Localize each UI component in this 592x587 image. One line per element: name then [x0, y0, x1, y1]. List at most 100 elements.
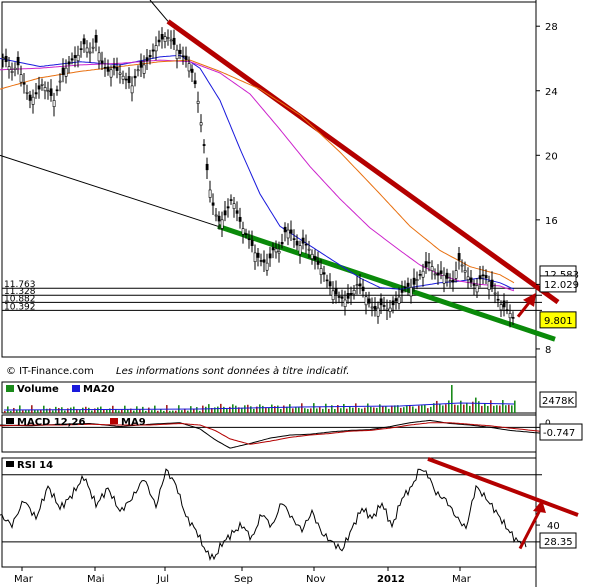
volume-bar	[292, 408, 294, 413]
volume-bar	[64, 410, 66, 413]
candle-body	[211, 202, 215, 206]
volume-bar	[187, 410, 189, 413]
candle-body	[361, 286, 365, 292]
rsi-frame	[1, 457, 537, 568]
candle-body	[19, 74, 23, 83]
candle-body	[232, 203, 236, 209]
candle-body	[490, 279, 494, 288]
value-badge-text: 9.801	[544, 316, 573, 327]
volume-bar	[376, 407, 378, 413]
candle-body	[346, 293, 350, 299]
volume-bar	[409, 404, 411, 413]
candle-body	[220, 219, 224, 229]
rsi-line	[0, 468, 527, 561]
legend-swatch-ma9	[110, 418, 118, 424]
ma-line-ma50	[0, 59, 515, 292]
candle-body	[388, 307, 392, 313]
volume-bar	[481, 405, 483, 413]
volume-bar	[31, 405, 33, 413]
rsi-y-tick-label: 40	[547, 521, 560, 532]
volume-bar	[238, 407, 240, 413]
volume-bar	[415, 408, 417, 413]
rsi-badge	[539, 532, 577, 549]
candle-body	[457, 253, 461, 261]
macd-panel: MACD 12,26 MA9 -0.747	[0, 414, 583, 453]
volume-bar	[142, 406, 144, 413]
macd-frame	[1, 414, 537, 453]
disclaimer-text: Les informations sont données à titre in…	[116, 365, 349, 377]
candle-body	[262, 259, 266, 263]
candle-body	[142, 64, 146, 74]
volume-badge-text: 2478K	[542, 396, 574, 407]
candle-body	[286, 229, 290, 239]
volume-bar	[466, 402, 468, 413]
candle-body	[352, 290, 356, 295]
level-label: 11.763	[4, 280, 36, 290]
candle-body	[145, 57, 149, 62]
candle-body	[487, 281, 491, 290]
volume-bar	[193, 409, 195, 413]
volume-bar	[151, 410, 153, 413]
candle-body	[430, 266, 434, 272]
volume-bar	[295, 407, 297, 413]
candle-body	[241, 228, 245, 235]
volume-bar	[169, 410, 171, 413]
level-label: 10.392	[4, 302, 36, 312]
volume-bar	[355, 403, 357, 413]
candle-body	[505, 309, 509, 311]
candle-body	[493, 292, 497, 295]
volume-bar	[157, 410, 159, 413]
volume-bar	[217, 406, 219, 413]
candle-body	[385, 308, 389, 311]
volume-bar	[256, 406, 258, 413]
volume-bar	[280, 408, 282, 413]
candle-body	[280, 242, 284, 245]
candle-body	[136, 69, 140, 72]
candle-body	[160, 34, 164, 40]
volume-bar	[424, 405, 426, 413]
candle-body	[64, 67, 68, 77]
candle-body	[37, 85, 41, 90]
volume-bar	[127, 409, 129, 413]
candle-body	[436, 272, 440, 276]
volume-badge	[539, 391, 577, 408]
volume-bar	[277, 405, 279, 413]
candle-body	[370, 306, 374, 309]
volume-bar	[496, 405, 498, 413]
candle-body	[499, 304, 503, 311]
x-tick-label: Jul	[156, 574, 169, 585]
volume-bar	[493, 405, 495, 413]
candle-body	[124, 78, 128, 81]
candle-body	[358, 283, 362, 287]
volume-bar	[370, 406, 372, 413]
candle-body	[376, 307, 380, 317]
legend-label-volume: Volume	[17, 384, 59, 395]
volume-bar	[394, 405, 396, 413]
volume-bar	[442, 405, 444, 413]
candle-body	[67, 61, 71, 65]
volume-bar	[145, 410, 147, 413]
volume-bar	[283, 405, 285, 413]
candle-body	[7, 66, 11, 71]
candle-body	[304, 243, 308, 246]
candle-body	[70, 58, 74, 61]
volume-bar	[286, 406, 288, 413]
candle-body	[460, 264, 464, 267]
candle-body	[97, 52, 101, 62]
candle-body	[373, 306, 377, 310]
volume-bar	[229, 406, 231, 413]
volume-bar	[205, 406, 207, 413]
candle-body	[484, 275, 488, 279]
legend-label-macd: MACD 12,26	[17, 417, 85, 428]
volume-bar	[70, 407, 72, 413]
candle-body	[469, 277, 473, 283]
y-tick-label: 24	[545, 87, 558, 98]
volume-bar	[463, 404, 465, 413]
candle-body	[466, 276, 470, 280]
candle-body	[157, 39, 161, 43]
candle-body	[310, 253, 314, 259]
volume-bar	[508, 404, 510, 413]
volume-bar	[457, 405, 459, 413]
candle-body	[331, 290, 335, 300]
candle-body	[328, 281, 332, 287]
